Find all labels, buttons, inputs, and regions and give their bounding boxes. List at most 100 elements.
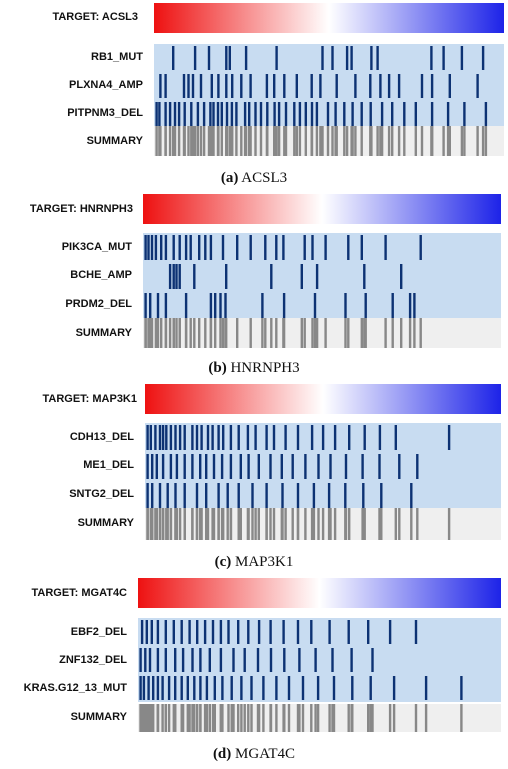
heatmap-a (154, 3, 504, 156)
summary-mark (345, 126, 349, 156)
summary-mark (203, 704, 207, 732)
hit-mark (219, 293, 222, 318)
summary-mark (196, 126, 200, 156)
summary-label: SUMMARY (75, 327, 132, 339)
summary-mark (219, 318, 222, 348)
hit-mark (231, 74, 234, 98)
hit-mark (235, 102, 238, 126)
target-label: TARGET: MAP3K1 (42, 393, 137, 405)
summary-mark (191, 704, 194, 732)
hit-mark (191, 425, 194, 450)
hit-mark (211, 620, 215, 644)
hit-mark (364, 293, 367, 318)
hit-mark (240, 676, 243, 700)
hit-mark (139, 648, 142, 672)
summary-mark (283, 126, 286, 156)
feature-row (154, 100, 504, 128)
summary-mark (400, 318, 403, 348)
hit-mark (209, 235, 213, 260)
hit-mark (220, 454, 224, 479)
hit-mark (193, 676, 196, 700)
hit-mark (209, 293, 213, 318)
hit-mark (262, 676, 265, 700)
hit-mark (188, 620, 191, 644)
hit-mark (283, 74, 286, 98)
hit-mark (394, 425, 397, 450)
hit-mark (416, 454, 419, 479)
hit-mark (158, 102, 161, 126)
hit-mark (166, 483, 169, 508)
hit-mark (226, 483, 229, 508)
hit-mark (460, 676, 463, 700)
hit-mark (161, 454, 165, 479)
hit-mark (369, 676, 372, 700)
summary-mark (213, 704, 216, 732)
hit-mark (250, 676, 253, 700)
summary-mark (196, 704, 199, 732)
hit-mark (147, 235, 150, 260)
hit-mark (249, 74, 252, 98)
hit-mark (296, 425, 300, 450)
summary-mark (184, 318, 188, 348)
hit-mark (334, 102, 337, 126)
summary-mark (251, 508, 254, 540)
hit-mark (175, 264, 178, 289)
summary-mark (476, 126, 479, 156)
hit-mark (314, 648, 317, 672)
summary-mark (191, 126, 195, 156)
summary-mark (298, 704, 301, 732)
hit-mark (225, 46, 228, 70)
summary-mark (430, 126, 434, 156)
summary-mark (154, 508, 157, 540)
summary-mark (360, 318, 363, 348)
summary-mark (291, 508, 294, 540)
hit-mark (351, 102, 354, 126)
summary-mark (303, 318, 306, 348)
summary-mark (169, 508, 173, 540)
summary-mark (262, 704, 265, 732)
summary-mark (329, 508, 332, 540)
summary-mark (348, 508, 351, 540)
hit-mark (273, 74, 276, 98)
hit-mark (193, 264, 196, 289)
summary-mark (147, 704, 150, 732)
hit-mark (259, 102, 263, 126)
hit-mark (173, 102, 177, 126)
hit-mark (142, 676, 146, 700)
summary-row (154, 126, 504, 156)
hit-mark (187, 74, 190, 98)
summary-mark (146, 508, 149, 540)
hit-mark (333, 425, 337, 450)
hit-mark (328, 620, 331, 644)
summary-mark (140, 704, 144, 732)
summary-mark (311, 318, 314, 348)
summary-mark (321, 508, 325, 540)
hit-mark (151, 454, 154, 479)
summary-mark (446, 126, 450, 156)
hit-mark (156, 676, 160, 700)
hit-mark (172, 46, 175, 70)
row-label: PITPNM3_DEL (67, 107, 143, 119)
hit-mark (154, 235, 158, 260)
hit-mark (230, 676, 233, 700)
hit-mark (164, 235, 168, 260)
summary-mark (239, 508, 242, 540)
summary-mark (334, 126, 337, 156)
hit-mark (419, 235, 422, 260)
summary-mark (224, 318, 227, 348)
summary-mark (312, 508, 316, 540)
hit-mark (400, 264, 403, 289)
summary-mark (164, 126, 167, 156)
summary-mark (363, 508, 366, 540)
summary-mark (186, 704, 189, 732)
summary-mark (408, 318, 412, 348)
summary-mark (225, 126, 229, 156)
summary-mark (168, 318, 172, 348)
hit-mark (272, 425, 276, 450)
summary-mark (256, 704, 260, 732)
summary-mark (347, 318, 350, 348)
hit-mark (265, 425, 268, 450)
summary-mark (145, 704, 148, 732)
hit-mark (212, 102, 215, 126)
summary-mark (413, 318, 416, 348)
